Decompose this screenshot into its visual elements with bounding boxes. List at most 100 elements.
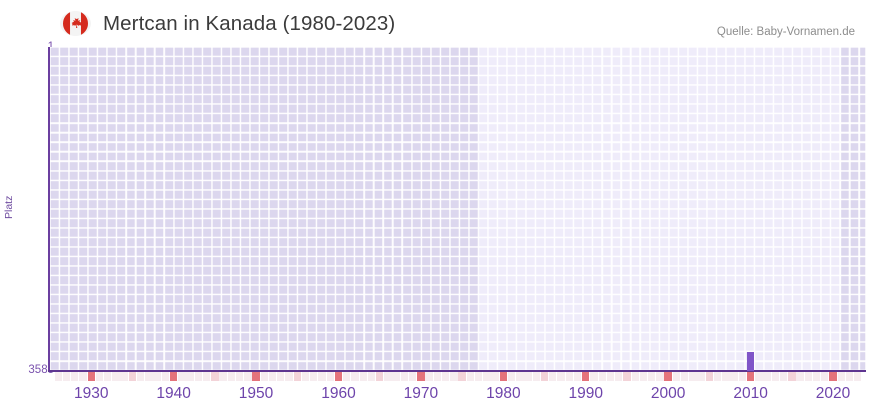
x-axis-tick-1953	[277, 372, 285, 381]
x-axis-tick-2003	[689, 372, 697, 381]
x-axis-tick-1986	[549, 372, 557, 381]
x-axis-tick-1968	[400, 372, 409, 381]
x-axis-label-2010: 2010	[733, 385, 768, 402]
x-axis-tick-1997	[639, 372, 648, 381]
x-axis-tick-labels: 1930 1940 1950 1960 1970 1980 1990 2000 2010 2020	[0, 384, 873, 406]
x-axis-tick-2022	[845, 372, 854, 381]
x-axis-label-1970: 1970	[403, 385, 439, 402]
x-axis-tick-2008	[730, 372, 738, 381]
bar-series	[50, 47, 866, 371]
x-axis-label-2020: 2020	[815, 385, 851, 402]
x-axis-tick-1943	[194, 372, 203, 381]
x-axis-label-2000: 2000	[650, 385, 686, 402]
x-axis-tick-1936	[136, 372, 145, 381]
x-axis-tick-1991	[590, 372, 598, 381]
x-axis-tick-1962	[351, 372, 359, 381]
x-axis-tick-2016	[796, 372, 804, 381]
x-axis-tick-1988	[565, 372, 573, 381]
x-axis-tick-1993	[606, 372, 615, 381]
x-axis-tick-1966	[384, 372, 392, 381]
x-axis-tick-1938	[153, 372, 161, 381]
x-axis-tick-2017	[804, 372, 812, 381]
x-axis-tick-1931	[95, 372, 104, 381]
x-axis-tick-1944	[202, 372, 211, 381]
y-axis-tick-label-bottom: 3585	[28, 364, 54, 376]
x-axis-tick-1972	[433, 372, 442, 381]
x-axis-label-1990: 1990	[568, 385, 603, 402]
x-axis-tick-1978	[483, 372, 491, 381]
x-axis-tick-1955	[293, 372, 301, 381]
x-axis-tick-1928	[71, 372, 79, 381]
x-axis-tick-1947	[227, 372, 236, 381]
x-axis-tick-2014	[779, 372, 788, 381]
x-axis-tick-2015	[788, 372, 796, 381]
x-axis-tick-1940	[169, 372, 178, 381]
x-axis-tick-1956	[301, 372, 310, 381]
x-axis-tick-1958	[318, 372, 326, 381]
x-axis-tick-2005	[705, 372, 714, 381]
x-axis-tick-1929	[79, 372, 87, 381]
x-axis-tick-1975	[458, 372, 466, 381]
x-axis-line	[48, 370, 866, 372]
x-axis-tick-1984	[532, 372, 540, 381]
x-axis-tick-1954	[285, 372, 293, 381]
x-axis-tick-1981	[507, 372, 516, 381]
x-axis-tick-2019	[821, 372, 829, 381]
x-axis-tick-1976	[466, 372, 475, 381]
x-axis-tick-1951	[260, 372, 268, 381]
x-axis-tick-1950	[252, 372, 260, 381]
y-axis-title: Platz	[3, 195, 15, 219]
x-axis-tick-1952	[268, 372, 277, 381]
x-axis-tick-1964	[367, 372, 376, 381]
x-axis-tick-1973	[441, 372, 450, 381]
x-axis-tick-1935	[128, 372, 137, 381]
x-axis-tick-1934	[120, 372, 128, 381]
x-axis-tick-2001	[672, 372, 681, 381]
x-axis-tick-1960	[334, 372, 343, 381]
x-axis-label-1980: 1980	[486, 385, 521, 402]
x-axis-label-1930: 1930	[73, 385, 109, 402]
x-axis-tick-1979	[491, 372, 499, 381]
x-axis-tick-2023	[854, 372, 862, 381]
x-axis-tick-1945	[211, 372, 219, 381]
x-axis-tick-2007	[722, 372, 730, 381]
x-axis-tick-1989	[573, 372, 582, 381]
bar-2010	[746, 351, 755, 371]
x-axis-ticks	[50, 372, 866, 381]
x-axis-tick-2006	[713, 372, 722, 381]
x-axis-tick-1999	[656, 372, 664, 381]
x-axis-tick-1974	[450, 372, 458, 381]
canada-flag-icon	[60, 11, 91, 36]
x-axis-tick-2009	[738, 372, 747, 381]
x-axis-tick-1933	[112, 372, 120, 381]
x-axis-tick-2013	[771, 372, 780, 381]
x-axis-tick-1946	[219, 372, 227, 381]
x-axis-tick-1992	[598, 372, 606, 381]
x-axis-tick-1937	[145, 372, 153, 381]
x-axis-tick-1985	[540, 372, 549, 381]
x-axis-tick-2011	[755, 372, 763, 381]
x-axis-tick-1967	[392, 372, 400, 381]
x-axis-tick-1942	[186, 372, 194, 381]
x-axis-tick-2010	[746, 372, 755, 381]
y-axis-line	[48, 47, 50, 372]
x-axis-tick-2018	[812, 372, 821, 381]
x-axis-tick-1961	[343, 372, 351, 381]
x-axis-tick-2012	[763, 372, 771, 381]
x-axis-tick-1930	[87, 372, 95, 381]
x-axis-tick-2021	[837, 372, 845, 381]
x-axis-tick-2000	[664, 372, 672, 381]
chart-source-attribution: Quelle: Baby-Vornamen.de	[716, 26, 855, 38]
x-axis-tick-1948	[235, 372, 244, 381]
x-axis-tick-1990	[582, 372, 590, 381]
x-axis-tick-1970	[417, 372, 425, 381]
page-title: Mertcan in Kanada (1980-2023)	[103, 12, 396, 35]
x-axis-tick-1969	[408, 372, 417, 381]
x-axis-tick-2020	[829, 372, 837, 381]
x-axis-tick-1983	[524, 372, 532, 381]
x-axis-tick-2002	[680, 372, 689, 381]
x-axis-label-1950: 1950	[238, 385, 274, 402]
x-axis-tick-1941	[178, 372, 186, 381]
x-axis-tick-1965	[375, 372, 384, 381]
